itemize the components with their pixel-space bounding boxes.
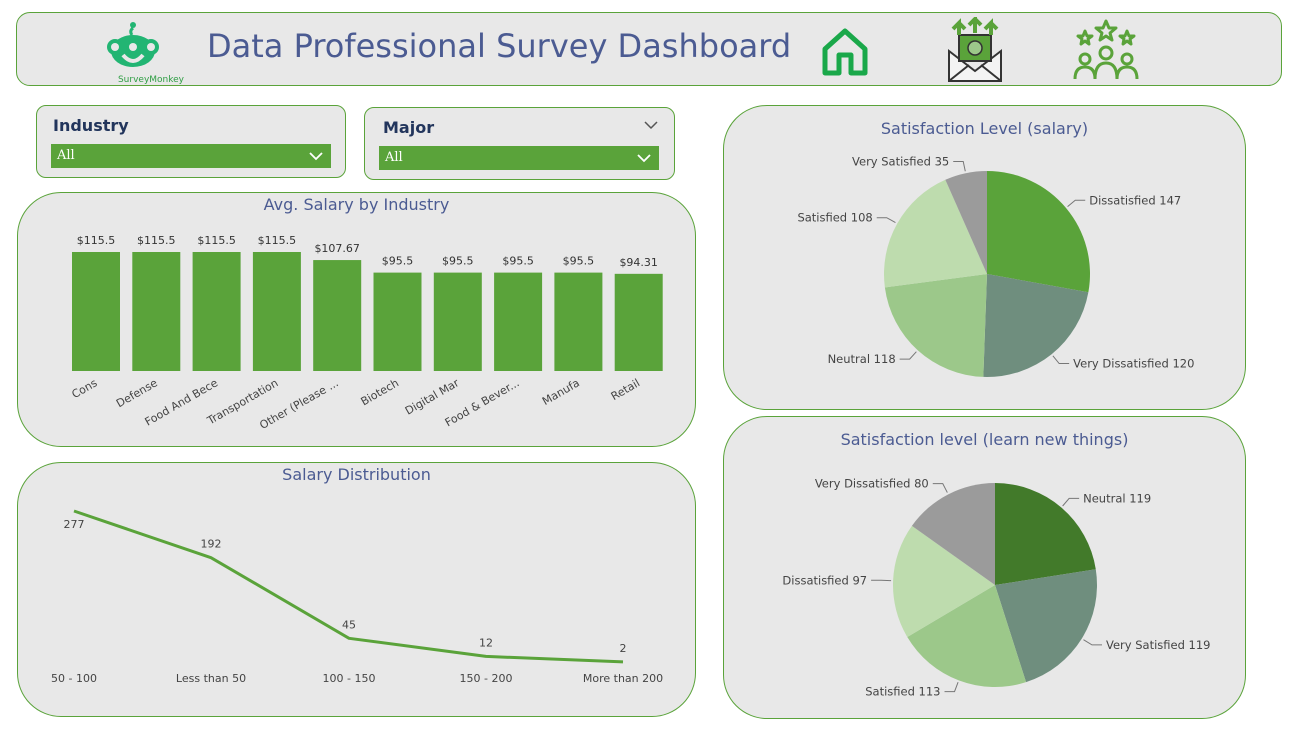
- bar[interactable]: [72, 252, 120, 371]
- pie-slice[interactable]: [884, 179, 987, 288]
- bar[interactable]: [433, 272, 482, 371]
- pie-slice[interactable]: [945, 171, 987, 274]
- bar[interactable]: [614, 273, 663, 371]
- leader-line: [953, 160, 966, 172]
- slice-label: Dissatisfied 147: [1089, 193, 1181, 207]
- slice-label: Very Satisfied 35: [852, 154, 949, 168]
- chart-title: Satisfaction Level (salary): [880, 119, 1089, 138]
- leader-line: [932, 483, 948, 493]
- slice-label: Very Satisfied 119: [1106, 638, 1211, 652]
- category-tick-label: More than 200: [583, 672, 663, 685]
- category-tick-label: 50 - 100: [51, 672, 97, 685]
- data-label: 192: [201, 538, 222, 551]
- series-line[interactable]: [73, 509, 624, 664]
- bar-value-label: $95.5: [382, 255, 414, 268]
- bar-value-label: $95.5: [442, 255, 474, 268]
- major-slicer: Major All: [364, 107, 675, 180]
- bar-value-label: $115.5: [77, 234, 116, 247]
- pie-slice[interactable]: [995, 569, 1097, 683]
- major-label: Major: [383, 118, 435, 137]
- industry-slicer: Industry All: [36, 105, 346, 178]
- bar-value-label: $94.31: [619, 256, 658, 269]
- bar-value-label: $115.5: [197, 234, 236, 247]
- bar-value-label: $107.67: [314, 242, 360, 255]
- chart-title: Satisfaction level (learn new things): [840, 430, 1129, 449]
- bar-value-label: $95.5: [563, 255, 595, 268]
- leader-line: [876, 217, 896, 224]
- bar[interactable]: [192, 252, 241, 371]
- category-tick-label: Retail: [609, 376, 642, 403]
- category-tick-label: 100 - 150: [323, 672, 376, 685]
- page-title: Data Professional Survey Dashboard: [207, 27, 792, 65]
- pie-slice[interactable]: [995, 483, 1096, 585]
- pie-chart: Dissatisfied 147 Very Dissatisfied 120 Neu…: [797, 154, 1194, 377]
- bar[interactable]: [132, 252, 181, 371]
- pie-slice[interactable]: [893, 525, 995, 638]
- slice-label: Very Dissatisfied 80: [815, 477, 929, 491]
- satisfaction-salary-card: Satisfaction Level (salary) Dissatisfied…: [723, 105, 1246, 410]
- pie-chart: Neutral 119 Very Satisfied 119 Satisfied 1…: [782, 477, 1211, 699]
- bar-value-label: $115.5: [258, 234, 297, 247]
- money-envelope-icon[interactable]: [945, 17, 1005, 83]
- bar-value-label: $115.5: [137, 234, 176, 247]
- category-tick-label: Manufa: [540, 376, 582, 408]
- category-tick-label: Defense: [114, 376, 160, 410]
- header-bar: SurveyMonkey Data Professional Survey Da…: [16, 12, 1282, 86]
- satisfaction-learning-card: Satisfaction level (learn new things) Ne…: [723, 416, 1246, 719]
- leader-line: [899, 351, 917, 360]
- slice-label: Satisfied 113: [865, 685, 940, 699]
- bar[interactable]: [252, 252, 301, 371]
- industry-label: Industry: [53, 116, 129, 135]
- data-label: 2: [620, 642, 627, 655]
- leader-line: [1083, 639, 1102, 646]
- category-tick-label: 150 - 200: [460, 672, 513, 685]
- people-stars-icon[interactable]: [1071, 19, 1141, 83]
- industry-dropdown[interactable]: All: [51, 144, 331, 168]
- data-label: 277: [64, 518, 85, 531]
- chevron-down-icon: [309, 152, 323, 161]
- pie-slice[interactable]: [907, 585, 1027, 687]
- chevron-down-icon[interactable]: [643, 118, 659, 132]
- logo-caption: SurveyMonkey: [117, 75, 185, 85]
- chart-title: Salary Distribution: [282, 465, 431, 484]
- slice-label: Dissatisfied 97: [782, 573, 867, 587]
- leader-line: [1052, 355, 1070, 365]
- category-tick-label: Biotech: [359, 376, 401, 408]
- pie-slice[interactable]: [987, 171, 1090, 293]
- bar[interactable]: [554, 272, 603, 371]
- bar[interactable]: [313, 260, 362, 371]
- leader-line: [944, 682, 959, 693]
- category-tick-label: Cons: [70, 376, 100, 401]
- major-dropdown[interactable]: All: [379, 146, 659, 170]
- line-chart: 277 50 - 100 192 Less than 50 45 100 - 150 12 1…: [51, 509, 663, 685]
- pie-slice[interactable]: [983, 274, 1089, 377]
- surveymonkey-logo: SurveyMonkey: [99, 15, 203, 87]
- salary-distribution-card: Salary Distribution 277 50 - 100 192 Less t…: [17, 462, 696, 717]
- chart-title: Avg. Salary by Industry: [263, 195, 450, 214]
- bar[interactable]: [494, 272, 543, 371]
- bar[interactable]: [373, 272, 422, 371]
- leader-line: [1062, 497, 1080, 507]
- pie-slice[interactable]: [884, 274, 987, 377]
- industry-value: All: [57, 148, 75, 163]
- slice-label: Neutral 118: [828, 352, 896, 366]
- slice-label: Very Dissatisfied 120: [1073, 357, 1194, 371]
- slice-label: Neutral 119: [1083, 491, 1151, 505]
- home-icon[interactable]: [817, 23, 873, 79]
- monkey-icon: [107, 22, 159, 67]
- avg-salary-card: Avg. Salary by Industry $115.5 Cons $115.5…: [17, 192, 696, 447]
- pie-slice[interactable]: [911, 483, 995, 585]
- leader-line: [1067, 199, 1086, 208]
- data-label: 45: [342, 618, 356, 631]
- chevron-down-icon: [637, 154, 651, 163]
- data-label: 12: [479, 636, 493, 649]
- category-tick-label: Less than 50: [176, 672, 246, 685]
- major-value: All: [385, 150, 403, 165]
- bar-value-label: $95.5: [502, 255, 534, 268]
- slice-label: Satisfied 108: [797, 211, 872, 225]
